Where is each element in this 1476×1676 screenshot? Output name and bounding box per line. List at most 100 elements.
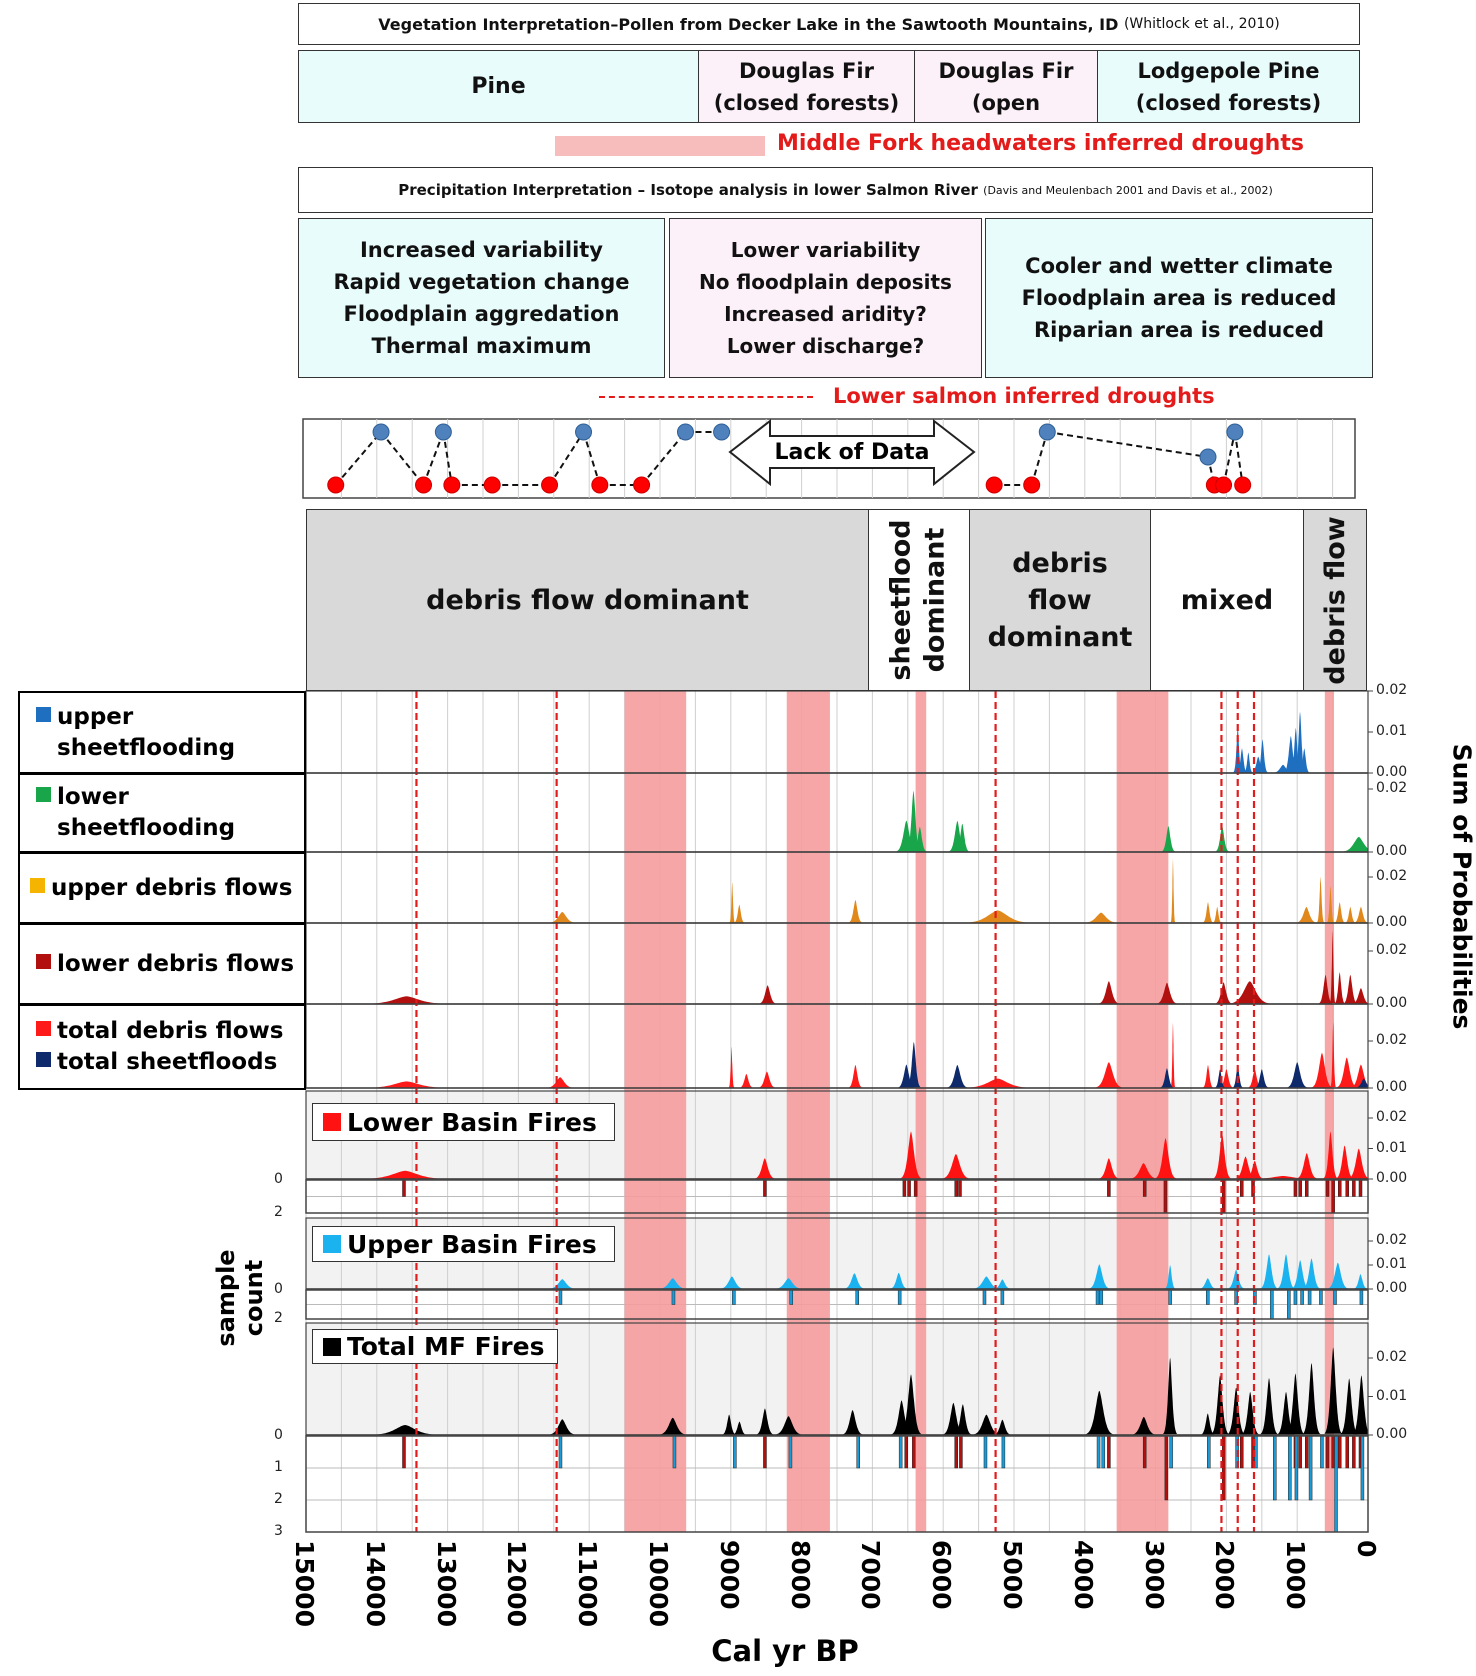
veg-zone-douglas-fir-closed: Douglas Fir (closed forests) <box>698 50 915 123</box>
peak-total_df <box>848 1065 863 1088</box>
peak-upper_sf <box>1283 736 1298 773</box>
precip-zone-line: Lower variability <box>730 238 921 262</box>
precip-connector <box>640 431 687 486</box>
peak-total_sf <box>1354 1078 1368 1088</box>
sample-count-bar <box>1142 1179 1147 1197</box>
veg-zone-label: Lodgepole Pine <box>1137 58 1320 83</box>
peak-upper_df <box>1334 902 1345 923</box>
peak-upper_df <box>1170 858 1176 923</box>
sample-count-bar <box>1345 1179 1350 1197</box>
peak-total_fires <box>1085 1390 1114 1435</box>
precip-dot-high <box>676 423 694 441</box>
precip-zone-line: Increased aridity? <box>724 302 927 326</box>
count-tick-label: 0 <box>274 1171 283 1187</box>
sample-count-bar <box>1240 1179 1244 1197</box>
sample-count-bar <box>1001 1435 1006 1469</box>
peak-total_sf <box>1254 1069 1269 1088</box>
precip-zone-line: Rapid vegetation change <box>333 270 630 294</box>
precip-dot-high <box>575 423 593 441</box>
peak-upper_sf <box>1236 748 1248 773</box>
sample-count-bar <box>788 1435 793 1469</box>
precip-zone-line: No floodplain deposits <box>699 270 952 294</box>
peak-total_sf <box>1286 1062 1308 1088</box>
sample-count-bar <box>1352 1435 1356 1469</box>
peak-total_fires <box>658 1417 687 1435</box>
peak-upper_fires <box>1198 1278 1217 1289</box>
legend-swatch <box>323 1337 341 1356</box>
y-tick-label: 0.02 <box>1376 682 1408 698</box>
veg-zone-label: (closed forests) <box>1135 90 1322 115</box>
x-tick-label: 7000 <box>856 1540 886 1610</box>
x-tick-label: 13000 <box>431 1540 461 1627</box>
peak-upper_fires <box>1327 1262 1349 1289</box>
peak-upper_fires <box>993 1279 1012 1289</box>
sample-count-bar <box>1338 1179 1342 1197</box>
precip-dot-low <box>483 476 501 494</box>
x-tick-label: 3000 <box>1139 1540 1169 1610</box>
precip-zone-line: Riparian area is reduced <box>1033 318 1325 342</box>
peak-total_fires <box>1352 1375 1368 1435</box>
panel-lower_df <box>362 930 1368 1004</box>
mf-drought-band <box>1116 691 1169 1532</box>
peak-total_df <box>758 1071 776 1088</box>
precip-zone-line: Increased variability <box>359 238 603 262</box>
peak-upper_sf <box>1294 711 1306 773</box>
peak-lower_sf <box>906 790 921 852</box>
precip-dot-low <box>985 476 1003 494</box>
peak-upper_df <box>1317 877 1325 923</box>
peak-upper_sf <box>1251 756 1266 773</box>
sample-count-bar <box>1359 1289 1364 1305</box>
precip-dot-low <box>443 476 461 494</box>
peak-total_fires <box>732 1421 747 1435</box>
sample-count-bar <box>733 1435 737 1469</box>
x-tick-label: 11000 <box>573 1540 603 1627</box>
sample-count-bar <box>1270 1289 1274 1320</box>
sample-count-bar <box>558 1289 563 1305</box>
process-zone-debris-flow: debris flow <box>1303 509 1367 691</box>
veg-zone-pine: Pine <box>298 50 699 123</box>
peak-total_sf <box>1214 1069 1226 1088</box>
peak-upper_df <box>548 912 577 923</box>
peak-upper_fires <box>843 1273 865 1289</box>
sample-count-bar <box>1345 1435 1350 1469</box>
process-zone-debris-flow-dominant-2: debris flow dominant <box>969 509 1151 691</box>
legend-label: total sheetfloods <box>57 1049 278 1075</box>
peak-total_fires <box>1200 1413 1215 1435</box>
precip-dot-high <box>434 423 452 441</box>
peak-upper_fires <box>658 1278 687 1289</box>
legend-lower-debris-flows: lower debris flows <box>18 923 306 1005</box>
axis-title-line: sample <box>212 1249 240 1347</box>
sample-count-bar <box>1358 1179 1363 1197</box>
sample-count-bar <box>402 1435 406 1469</box>
legend-label: Upper Basin Fires <box>347 1229 597 1259</box>
sample-count-bar <box>856 1435 860 1469</box>
peak-total_fires <box>1302 1363 1321 1435</box>
peak-upper_fires <box>1291 1260 1309 1289</box>
process-zone-mixed: mixed <box>1150 509 1304 691</box>
sample-count-bar <box>1300 1289 1304 1305</box>
peak-lower_sf <box>912 826 927 852</box>
sample-count-bar <box>763 1435 767 1469</box>
precip-dot-low <box>591 476 609 494</box>
peak-lower_df <box>1329 930 1336 1003</box>
sample-count-bar <box>1305 1435 1309 1469</box>
legend-swatch <box>36 1052 51 1067</box>
sample-count-bar <box>1169 1435 1173 1469</box>
y-tick-label: 0.01 <box>1376 1387 1408 1404</box>
precip-dot-low <box>327 476 345 494</box>
x-tick-label: 10000 <box>644 1540 673 1627</box>
peak-total_fires <box>972 1414 1001 1435</box>
y-tick-label: 0.00 <box>1376 995 1408 1011</box>
process-zone-label: debris flow dominant <box>426 584 749 616</box>
x-tick-label: 4000 <box>1068 1540 1098 1610</box>
sample-count-bar <box>1101 1435 1106 1469</box>
mf-drought-band <box>624 691 687 1532</box>
y-tick-label: 0.01 <box>1376 723 1408 739</box>
panel-total_fires <box>369 1347 1368 1435</box>
peak-total_df <box>1311 1052 1333 1088</box>
sample-count-bar <box>1142 1435 1147 1469</box>
sample-count-bar <box>1334 1435 1338 1533</box>
count-tick-label: 3 <box>274 1523 283 1539</box>
mf-drought-band <box>1324 691 1335 1532</box>
